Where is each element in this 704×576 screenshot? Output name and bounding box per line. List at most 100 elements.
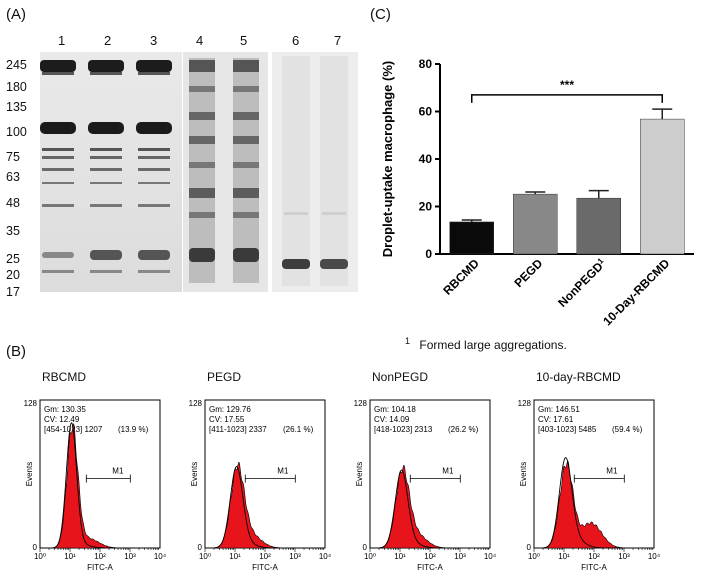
category-label: NonPEGD1 <box>555 255 609 309</box>
mw-marker: 75 <box>6 150 20 164</box>
m1-marker-label: M1 <box>606 467 618 476</box>
x-tick-label: 10² <box>588 552 600 561</box>
mw-marker: 245 <box>6 58 27 72</box>
y-axis-label: Events <box>519 462 528 486</box>
y-max-label: 128 <box>189 399 203 408</box>
x-tick-label: 10³ <box>289 552 301 561</box>
x-axis-label: FITC-A <box>87 563 113 572</box>
stat-gm: Gm: 129.76 <box>209 405 251 414</box>
histogram-control <box>370 469 490 549</box>
y-axis-label: Events <box>355 462 364 486</box>
y-tick-label: 0 <box>425 247 432 261</box>
category-label: 10-Day-RBCMD <box>600 256 672 328</box>
mw-marker: 63 <box>6 170 20 184</box>
gel-image-lanes-6-7 <box>272 52 358 292</box>
gel-image-lanes-4-5 <box>183 52 268 292</box>
x-tick-label: 10⁰ <box>528 552 540 561</box>
significance-bracket <box>471 94 663 103</box>
stat-range: [418-1023] 2313 <box>374 425 433 434</box>
lane-number: 4 <box>196 33 204 48</box>
y-zero-label: 0 <box>527 543 532 552</box>
y-tick-label: 40 <box>419 152 433 166</box>
bar <box>640 118 685 255</box>
x-tick-label: 10² <box>424 552 436 561</box>
category-label: PEGD <box>511 256 545 290</box>
y-max-label: 128 <box>354 399 368 408</box>
mw-marker: 20 <box>6 268 20 282</box>
significance-label: *** <box>560 78 574 92</box>
stat-gm: Gm: 146.51 <box>538 405 580 414</box>
histogram-control <box>40 422 160 549</box>
x-tick-label: 10⁴ <box>154 552 167 561</box>
mw-marker: 180 <box>6 80 27 94</box>
x-axis-label: FITC-A <box>252 563 278 572</box>
y-tick-label: 20 <box>419 200 433 214</box>
x-tick-label: 10¹ <box>394 552 406 561</box>
x-tick-label: 10⁰ <box>364 552 376 561</box>
bar <box>513 193 558 255</box>
histogram-sample <box>370 465 490 549</box>
lane-number: 7 <box>334 33 342 48</box>
mw-marker: 17 <box>6 285 20 299</box>
fc-title-pegd: PEGD <box>207 370 242 384</box>
m1-marker-label: M1 <box>442 467 454 476</box>
lane-number: 6 <box>292 33 300 48</box>
mw-marker: 135 <box>6 100 27 114</box>
bar-chart: 0 20 40 60 80 Droplet-uptake macrophage (%) RB… <box>380 57 694 328</box>
stat-cv: CV: 17.61 <box>538 415 574 424</box>
lane-number: 2 <box>104 33 112 48</box>
mw-marker: 35 <box>6 224 20 238</box>
lane-number: 5 <box>240 33 248 48</box>
stat-percent: (13.9 %) <box>118 425 149 434</box>
mw-marker: 48 <box>6 196 20 210</box>
m1-marker-label: M1 <box>112 467 124 476</box>
x-tick-label: 10¹ <box>558 552 570 561</box>
y-tick-label: 80 <box>419 57 433 71</box>
stat-cv: CV: 17.55 <box>209 415 245 424</box>
histogram-sample <box>534 460 654 549</box>
bar <box>449 221 494 255</box>
x-tick-label: 10⁴ <box>648 552 661 561</box>
mw-marker: 25 <box>6 252 20 266</box>
stat-percent: (26.2 %) <box>448 425 479 434</box>
footnote-text: Formed large aggregations. <box>419 338 567 352</box>
x-tick-label: 10⁴ <box>484 552 497 561</box>
x-tick-label: 10³ <box>124 552 136 561</box>
stat-cv: CV: 14.09 <box>374 415 410 424</box>
x-axis-label: FITC-A <box>417 563 443 572</box>
y-max-label: 128 <box>518 399 532 408</box>
histogram-control <box>534 457 654 549</box>
flow-cytometry-histograms: 128 0 Events 10⁰ 10¹ 10² 10³ 10⁴ FITC-A Gm: 130.3… <box>24 399 661 572</box>
gel-image-lanes-1-3 <box>40 52 182 292</box>
y-axis-label: Events <box>190 462 199 486</box>
stat-range: [411-1023] 2337 <box>209 425 267 434</box>
lane-number: 1 <box>58 33 66 48</box>
stat-gm: Gm: 130.35 <box>44 405 86 414</box>
x-tick-label: 10¹ <box>64 552 76 561</box>
y-tick-label: 60 <box>419 105 433 119</box>
fc-title-rbcmd: RBCMD <box>42 370 86 384</box>
stat-cv: CV: 12.49 <box>44 415 80 424</box>
x-tick-label: 10³ <box>618 552 630 561</box>
fc-title-nonpegd: NonPEGD <box>372 370 429 384</box>
lane-number: 3 <box>150 33 158 48</box>
x-tick-label: 10² <box>259 552 271 561</box>
stat-range: [403-1023] 5485 <box>538 425 597 434</box>
panel-a-label: (A) <box>6 6 26 23</box>
x-tick-label: 10² <box>94 552 106 561</box>
footnote-mark: 1 <box>405 336 411 346</box>
histogram-control <box>205 466 325 549</box>
panel-c-label: (C) <box>370 6 391 23</box>
x-tick-label: 10⁰ <box>34 552 46 561</box>
y-max-label: 128 <box>24 399 38 408</box>
m1-marker-label: M1 <box>277 467 289 476</box>
x-tick-label: 10⁰ <box>199 552 211 561</box>
mw-marker: 100 <box>6 125 27 139</box>
footnote: 1 Formed large aggregations. <box>405 336 567 352</box>
x-tick-label: 10⁴ <box>319 552 332 561</box>
panel-b-label: (B) <box>6 343 26 360</box>
y-zero-label: 0 <box>363 543 368 552</box>
x-axis-label: FITC-A <box>581 563 607 572</box>
bar <box>576 197 621 255</box>
stat-percent: (26.1 %) <box>283 425 314 434</box>
